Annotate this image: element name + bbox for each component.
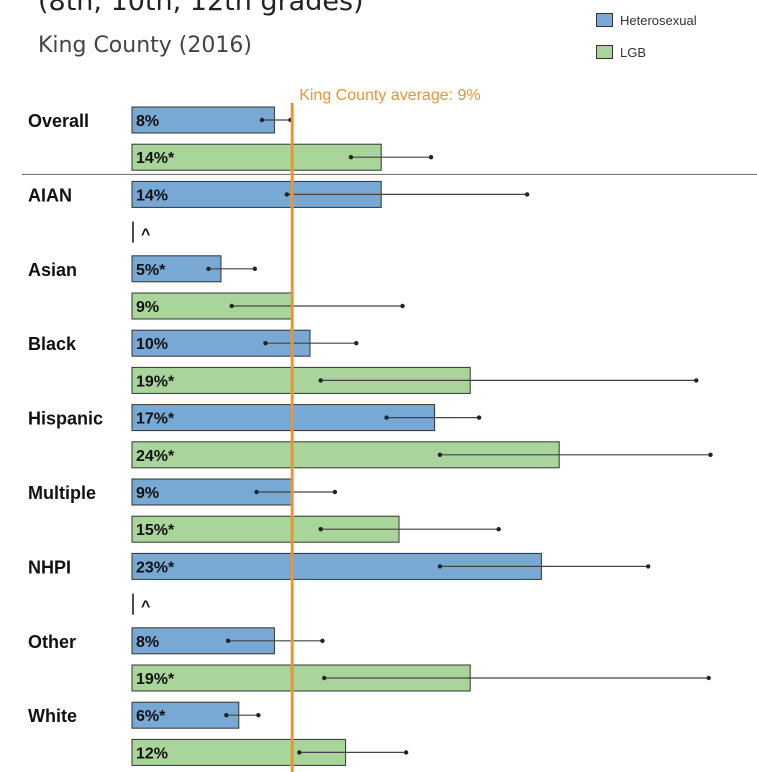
ci-low-point-other-lgb bbox=[322, 675, 327, 681]
ci-low-point-asian-heterosexual bbox=[206, 266, 211, 271]
data-label-hispanic-heterosexual: 17%* bbox=[136, 411, 175, 428]
bar-hispanic-heterosexual bbox=[131, 404, 436, 432]
data-label-white-heterosexual: 6%* bbox=[136, 708, 166, 725]
ci-low-point-black-lgb bbox=[318, 378, 323, 383]
legend-item-heterosexual: Heterosexual bbox=[596, 8, 697, 32]
data-label-hispanic-lgb: 24%* bbox=[136, 448, 175, 465]
data-label-multiple-lgb: 15%* bbox=[136, 522, 175, 539]
data-label-other-lgb: 19%* bbox=[136, 671, 175, 688]
ci-high-point-black-lgb bbox=[694, 378, 699, 383]
group-label-multiple: Multiple bbox=[28, 483, 96, 503]
ci-low-point-aian-heterosexual bbox=[284, 192, 290, 197]
ci-high-point-black-heterosexual bbox=[354, 341, 359, 346]
ci-high-point-asian-heterosexual bbox=[252, 266, 258, 271]
group-label-asian: Asian bbox=[28, 260, 77, 280]
group-label-hispanic: Hispanic bbox=[28, 409, 103, 429]
ci-high-point-hispanic-heterosexual bbox=[476, 415, 482, 420]
ci-low-point-nhpi-heterosexual bbox=[437, 564, 443, 569]
legend-swatch-lgb bbox=[596, 45, 613, 59]
data-label-nhpi-heterosexual: 23%* bbox=[136, 559, 175, 576]
suppressed-label-aian: ^ bbox=[141, 227, 150, 244]
group-label-aian: AIAN bbox=[28, 185, 72, 205]
legend-swatch-heterosexual bbox=[596, 13, 613, 27]
data-label-aian-heterosexual: 14% bbox=[136, 187, 168, 204]
ci-high-point-other-heterosexual bbox=[320, 638, 325, 643]
ci-high-point-nhpi-heterosexual bbox=[646, 564, 651, 569]
ci-low-point-overall-heterosexual bbox=[259, 117, 265, 123]
data-label-other-heterosexual: 8% bbox=[136, 634, 159, 651]
ci-high-point-white-heterosexual bbox=[256, 713, 261, 718]
ci-high-point-multiple-lgb bbox=[496, 527, 501, 532]
ci-low-point-hispanic-heterosexual bbox=[384, 415, 389, 420]
legend-label-lgb: LGB bbox=[620, 44, 647, 60]
data-label-black-heterosexual: 10% bbox=[136, 336, 168, 353]
ci-low-point-multiple-heterosexual bbox=[254, 489, 259, 495]
data-label-multiple-heterosexual: 9% bbox=[136, 485, 159, 502]
ci-high-point-overall-lgb bbox=[428, 155, 434, 160]
chart-title: (8th, 10th, 12th grades) bbox=[38, 0, 364, 17]
reference-line-label: King County average: 9% bbox=[299, 87, 480, 104]
ci-high-point-other-lgb bbox=[706, 675, 711, 681]
bar-white-heterosexual bbox=[131, 701, 240, 729]
ci-high-point-aian-heterosexual bbox=[524, 192, 530, 197]
data-label-asian-lgb: 9% bbox=[136, 299, 159, 316]
legend-item-lgb: LGB bbox=[596, 40, 697, 64]
data-label-black-lgb: 19%* bbox=[136, 373, 175, 390]
ci-low-point-asian-lgb bbox=[229, 303, 234, 309]
ci-low-point-other-heterosexual bbox=[225, 638, 231, 643]
data-label-overall-lgb: 14%* bbox=[136, 150, 175, 167]
ci-high-point-multiple-heterosexual bbox=[332, 489, 338, 495]
ci-low-point-hispanic-lgb bbox=[437, 452, 443, 457]
group-label-other: Other bbox=[28, 632, 76, 652]
legend-label-heterosexual: Heterosexual bbox=[620, 12, 697, 28]
data-label-white-lgb: 12% bbox=[136, 745, 168, 762]
group-label-overall: Overall bbox=[28, 111, 89, 131]
data-label-overall-heterosexual: 8% bbox=[136, 113, 159, 130]
ci-high-point-white-lgb bbox=[403, 750, 409, 755]
ci-low-point-overall-lgb bbox=[348, 155, 354, 160]
group-label-black: Black bbox=[28, 334, 77, 354]
ci-low-point-black-heterosexual bbox=[263, 341, 268, 346]
ci-high-point-asian-lgb bbox=[400, 303, 405, 309]
group-label-white: White bbox=[28, 706, 77, 726]
suppressed-label-nhpi: ^ bbox=[141, 599, 150, 616]
legend: Heterosexual LGB bbox=[596, 8, 697, 72]
group-label-nhpi: NHPI bbox=[28, 557, 71, 577]
ci-high-point-hispanic-lgb bbox=[708, 452, 713, 457]
ci-low-point-white-heterosexual bbox=[224, 713, 229, 718]
ci-low-point-multiple-lgb bbox=[318, 527, 323, 532]
bar-asian-heterosexual bbox=[131, 255, 222, 283]
ci-low-point-white-lgb bbox=[297, 750, 302, 755]
data-label-asian-heterosexual: 5%* bbox=[136, 262, 166, 279]
chart-subtitle: King County (2016) bbox=[38, 33, 252, 58]
